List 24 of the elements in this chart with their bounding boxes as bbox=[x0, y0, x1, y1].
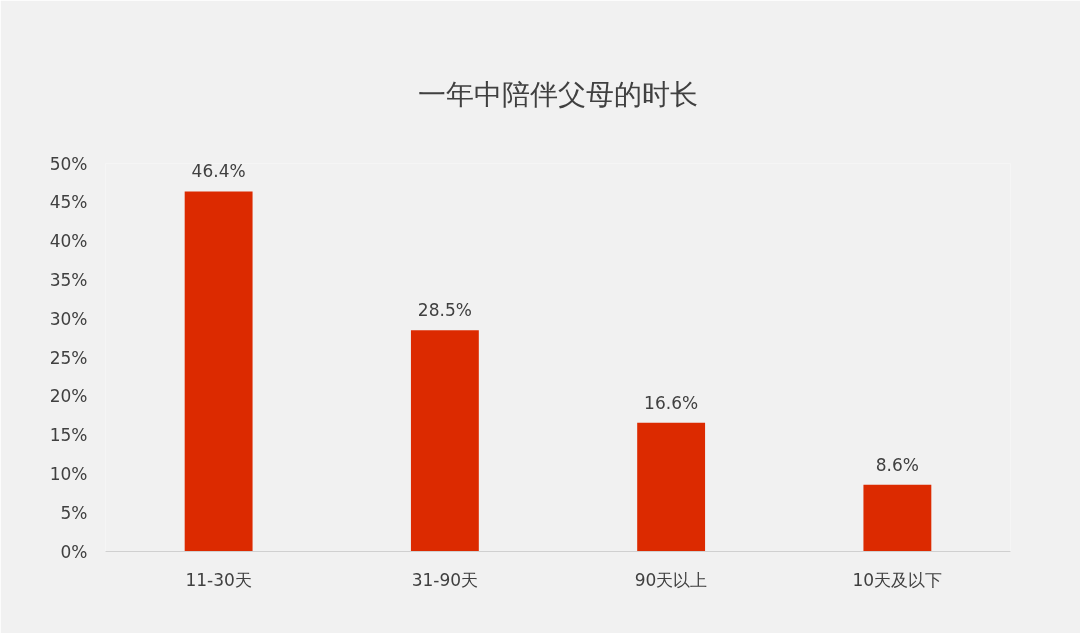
y-tick-label: 10% bbox=[49, 463, 88, 484]
data-label: 28.5% bbox=[417, 300, 472, 321]
y-tick-label: 0% bbox=[60, 541, 88, 562]
x-tick-label: 11-30天 bbox=[185, 569, 252, 590]
y-tick-label: 15% bbox=[49, 425, 88, 446]
x-tick-label: 10天及以下 bbox=[852, 569, 943, 590]
data-label: 16.6% bbox=[644, 392, 699, 413]
x-tick-label: 90天以上 bbox=[634, 569, 708, 590]
data-label: 46.4% bbox=[191, 161, 246, 182]
y-tick-label: 30% bbox=[49, 308, 88, 329]
bar bbox=[863, 484, 932, 552]
y-tick-label: 25% bbox=[49, 347, 88, 368]
bar bbox=[637, 422, 706, 552]
y-tick-label: 50% bbox=[49, 153, 88, 174]
y-tick-label: 45% bbox=[49, 192, 88, 213]
bar bbox=[184, 191, 253, 552]
x-tick-label: 31-90天 bbox=[411, 569, 479, 590]
data-label: 8.6% bbox=[875, 454, 919, 475]
bar bbox=[410, 330, 479, 552]
y-tick-label: 5% bbox=[60, 502, 88, 523]
y-tick-label: 35% bbox=[49, 269, 88, 290]
chart-title: 一年中陪伴父母的时长 bbox=[418, 77, 698, 111]
y-tick-label: 40% bbox=[49, 231, 88, 252]
y-tick-label: 20% bbox=[49, 386, 88, 407]
